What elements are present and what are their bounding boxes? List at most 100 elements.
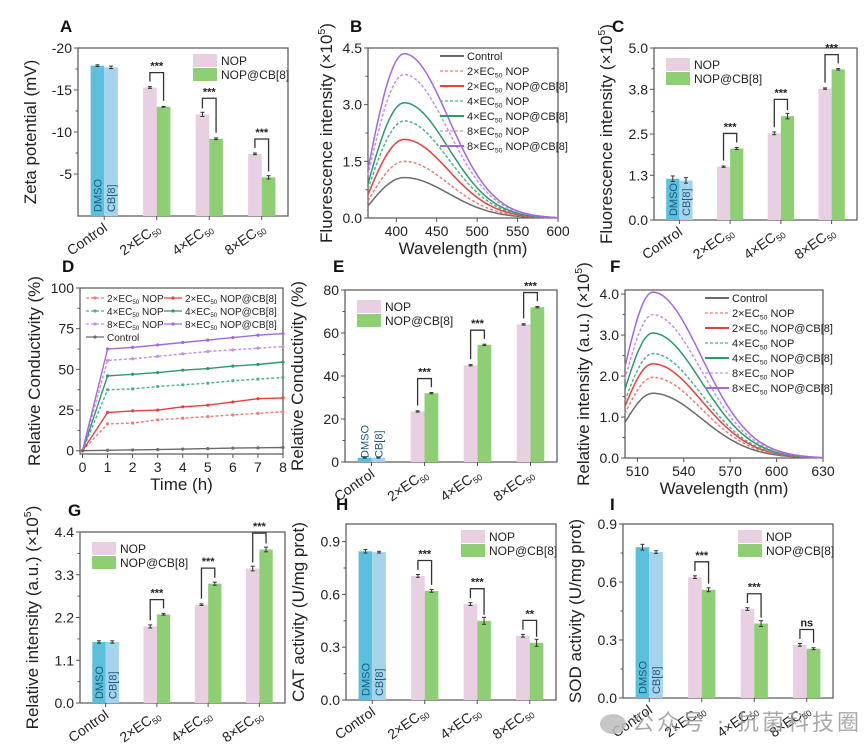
x-tick-label: 5: [204, 459, 212, 475]
bar-nop-cb8: [259, 549, 273, 703]
y-tick-label: 0.0: [598, 690, 618, 706]
data-point: [105, 422, 110, 426]
data-point: [281, 445, 285, 450]
legend-label: NOP@CB[8]: [489, 544, 557, 558]
bar-nop: [143, 87, 157, 216]
significance-label: ***: [774, 87, 788, 99]
x-tick-label: 600: [546, 223, 570, 239]
bar-cb8: [372, 552, 386, 700]
panel-F: F 0.0 1.0 2.0 3.0 4.0 510 540 570 600 630 Wavelengt…: [573, 257, 835, 498]
x-axis-label: Time (h): [150, 475, 213, 494]
x-tick-label: 600: [765, 463, 789, 479]
panel-letter: C: [612, 17, 624, 36]
legend-label: 2×EC50​ NOP@CB[8]: [185, 294, 277, 306]
significance-bracket: [746, 593, 762, 618]
y-tick-label: 1.3: [629, 167, 649, 183]
y-tick-label: 0.6: [321, 586, 341, 602]
x-tick-label: 4×EC50​: [437, 465, 484, 506]
x-tick-label: 4×EC50​: [740, 223, 787, 264]
data-point: [156, 418, 160, 422]
significance-label: ***: [471, 318, 485, 330]
legend: Control 2×EC50​ NOP 2×EC50​ NOP@CB[8] 4×EC5…: [705, 293, 833, 396]
legend-label: 2×EC50​ NOP: [467, 66, 529, 79]
bar-dmso: [92, 641, 106, 703]
series-line: [81, 332, 284, 451]
legend-marker: [93, 296, 97, 300]
x-tick-label: 4: [179, 459, 187, 475]
data-point: [181, 383, 185, 387]
bar-dmso: [357, 457, 372, 462]
x-tick-label: 630: [811, 463, 835, 479]
legend-swatch: [738, 530, 762, 543]
bar-nop-cb8: [701, 589, 716, 698]
significance-label: ***: [203, 86, 217, 98]
legend-marker: [171, 296, 175, 300]
data-point: [156, 448, 160, 452]
data-point: [105, 347, 110, 351]
panel-letter: B: [350, 17, 362, 36]
legend-label: 8×EC50​ NOP@CB[8]: [185, 320, 277, 332]
x-tick-label: 2×EC50​: [116, 219, 163, 260]
bar-cb8: [649, 552, 663, 698]
data-point: [181, 416, 185, 420]
data-point: [256, 377, 260, 381]
y-tick-label: 25: [58, 402, 74, 418]
bar-nop-cb8: [780, 116, 795, 220]
y-axis-label: SOD activity (U/mg prot): [566, 519, 585, 703]
legend-label: 8×EC50​ NOP: [107, 320, 164, 332]
legend-label: 4×EC50​ NOP: [732, 338, 794, 351]
x-tick-label: 400: [385, 223, 409, 239]
significance-bracket: [201, 97, 217, 133]
x-tick-label: 4×EC50​: [169, 219, 216, 260]
data-point: [181, 405, 185, 409]
y-tick-label: 4.0: [600, 286, 620, 302]
bar-nop-cb8: [831, 69, 845, 220]
bar-nop-cb8: [806, 648, 821, 698]
x-tick-label: 0: [79, 459, 87, 475]
dmso-label: DMSO: [94, 666, 106, 699]
y-tick-label: 0.0: [55, 695, 75, 711]
x-tick-label: 3: [154, 459, 162, 475]
data-point: [256, 446, 260, 450]
bar-nop: [463, 604, 478, 700]
legend-swatch: [461, 544, 485, 557]
legend-label: 8×EC50​ NOP: [732, 368, 794, 381]
data-point: [256, 362, 260, 367]
data-point: [206, 414, 210, 419]
legend-label: NOP: [221, 54, 247, 68]
x-tick-label: Control: [65, 706, 111, 745]
bar-dmso: [666, 178, 680, 220]
x-tick-label: 2×EC50​: [384, 703, 431, 744]
bar-cb8: [371, 457, 386, 462]
significance-bracket: [149, 71, 165, 101]
data-point: [206, 381, 210, 385]
significance-bracket: [469, 588, 485, 615]
significance-bracket: [773, 98, 789, 128]
bar-nop-cb8: [730, 148, 744, 220]
significance-bracket: [254, 138, 270, 172]
significance-label: ***: [748, 582, 762, 594]
plot-frame: [624, 289, 824, 459]
bar-dmso: [358, 551, 373, 700]
panel-letter: H: [336, 495, 348, 514]
data-point: [131, 409, 135, 413]
x-tick-label: 8×EC50​: [489, 703, 536, 744]
significance-label: ***: [150, 588, 164, 600]
cb8-label: CB[8]: [681, 188, 693, 216]
data-point: [131, 372, 135, 376]
x-tick-label: 8×EC50​: [221, 219, 268, 260]
x-tick-label: Control: [332, 703, 378, 742]
y-tick-label: 0.0: [600, 450, 620, 466]
data-point: [281, 344, 285, 349]
data-point: [206, 447, 210, 451]
legend-label: 8×EC50​ NOP@CB[8]: [467, 141, 568, 154]
legend-swatch: [461, 530, 485, 543]
bar-nop-cb8: [156, 614, 171, 703]
significance-bracket: [149, 598, 165, 621]
series-line: [367, 138, 558, 219]
significance-bracket: [417, 559, 433, 585]
y-tick-label: 1.0: [600, 409, 620, 425]
